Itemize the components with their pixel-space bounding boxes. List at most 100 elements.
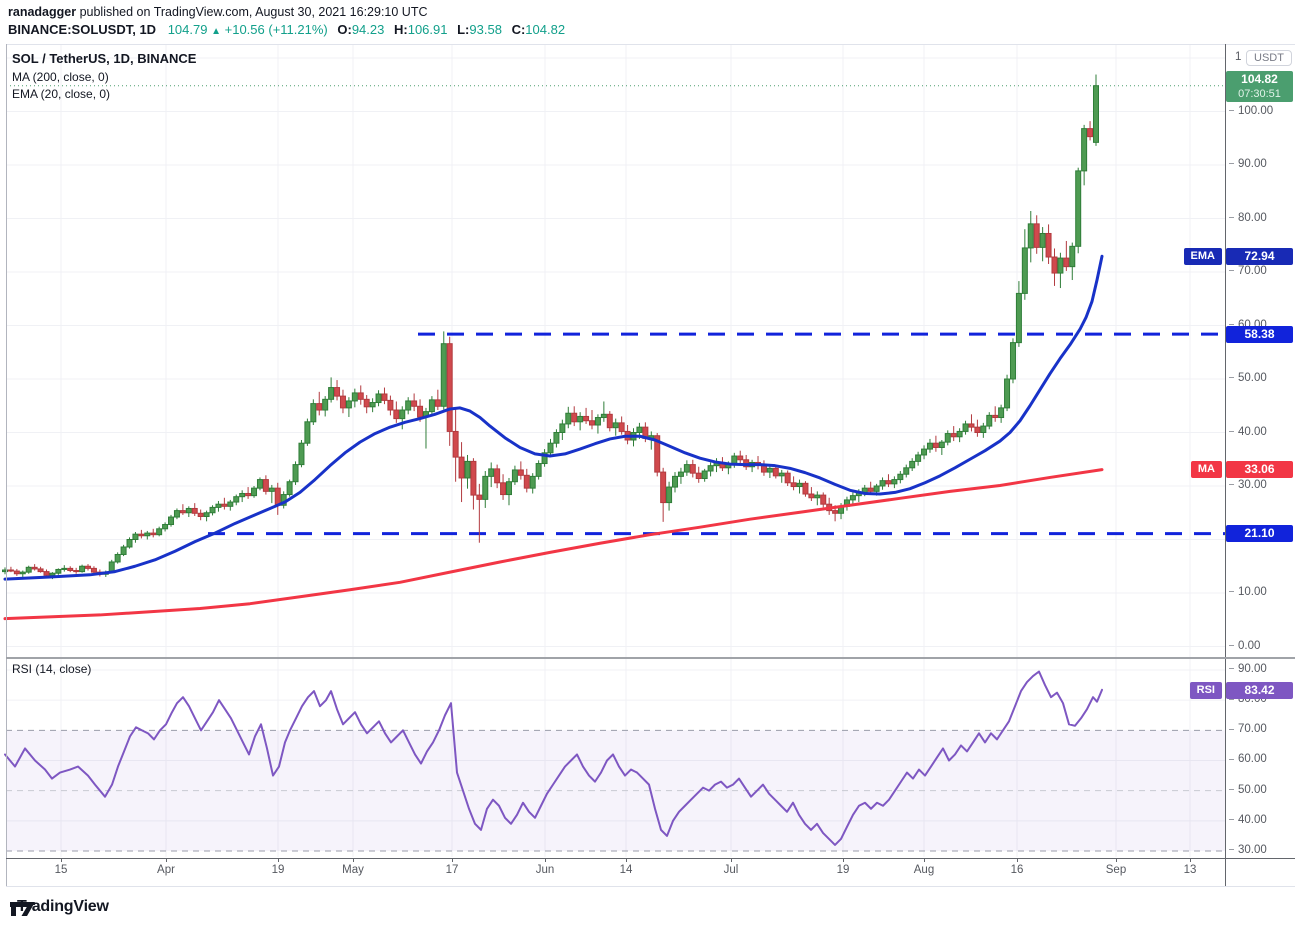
candle-body (1009, 342, 1016, 380)
candle-body (310, 403, 317, 423)
candle-body (369, 402, 376, 408)
candle-body (915, 454, 922, 462)
candle-body (956, 430, 963, 438)
candle-body (434, 399, 441, 407)
publish-info: published on TradingView.com, August 30,… (76, 5, 428, 19)
candle-body (440, 343, 447, 407)
candle-body (897, 473, 904, 481)
rsi-axis-label: 83.42 (1226, 682, 1293, 699)
candle-body (476, 494, 483, 500)
candle-body (322, 398, 329, 411)
time-tick-mark (278, 858, 279, 862)
candle-body (304, 421, 311, 444)
ema20-line (3, 254, 1104, 581)
candle-body (832, 510, 839, 514)
candle-body (345, 400, 352, 409)
price-tick-label: 40.00 (1229, 426, 1267, 438)
candle-body (126, 539, 133, 548)
time-tick-label: Aug (913, 864, 935, 876)
time-tick-mark (452, 858, 453, 862)
open-label: O: (337, 22, 352, 37)
candle-body (7, 569, 14, 572)
pane-divider[interactable] (6, 657, 1295, 659)
candle-body (511, 469, 518, 483)
candle-body (67, 567, 74, 572)
legend-ma[interactable]: MA (200, close, 0) (12, 69, 109, 84)
candle-body (903, 467, 910, 475)
candle-body (90, 567, 97, 573)
candle-body (849, 495, 856, 501)
candle-body (185, 507, 192, 514)
time-tick-label: Jul (723, 864, 739, 876)
time-tick-label: 19 (271, 864, 285, 876)
main-pane-legend: SOL / TetherUS, 1D, BINANCE MA (200, clo… (12, 50, 196, 104)
candle-body (547, 442, 554, 454)
price-tick-label: 10.00 (1229, 586, 1267, 598)
candle-body (1069, 245, 1076, 268)
candle-body (926, 442, 933, 450)
symbol-title[interactable]: BINANCE:SOLUSDT, 1D (8, 22, 157, 37)
candle-body (636, 426, 643, 433)
candle-body (778, 472, 785, 477)
candle-body (405, 400, 412, 411)
candle-body (517, 469, 524, 476)
candle-body (79, 565, 86, 573)
time-tick-label: 13 (1183, 864, 1197, 876)
candle-body (256, 479, 263, 489)
price-tick-label: 80.00 (1229, 212, 1267, 224)
candle-body (594, 417, 601, 426)
time-tick-mark (843, 858, 844, 862)
candle-body (452, 430, 459, 458)
chart-bottom-border (6, 886, 1295, 887)
candle-body (541, 452, 548, 465)
author-name: ranadagger (8, 5, 77, 19)
candle-body (298, 442, 305, 466)
candle-body (173, 510, 180, 518)
candle-body (144, 532, 151, 537)
currency-toggle-button[interactable]: USDT (1246, 50, 1292, 66)
time-axis-border (6, 858, 1295, 859)
candle-body (31, 566, 38, 570)
candle-body (523, 474, 530, 489)
rsi-pane-legend[interactable]: RSI (14, close) (12, 662, 92, 676)
candle-body (737, 455, 744, 461)
tradingview-logo[interactable]: TradingView (10, 898, 109, 916)
ema-axis-label: 72.94 (1226, 248, 1293, 265)
tradingview-logo-text: TradingView (17, 898, 109, 915)
candle-body (707, 465, 714, 472)
candle-body (701, 470, 708, 480)
candle-body (262, 479, 269, 492)
candle-body (600, 413, 607, 419)
rsi-tick-label: 90.00 (1229, 663, 1267, 675)
time-tick-mark (626, 858, 627, 862)
candle-body (85, 565, 92, 569)
rsi-tick-label: 50.00 (1229, 784, 1267, 796)
candle-body (577, 415, 584, 423)
price-change-text: +10.56 (+11.21%) (224, 22, 328, 37)
candle-body (446, 343, 453, 432)
time-tick-mark (545, 858, 546, 862)
candle-body (784, 472, 791, 484)
legend-ema[interactable]: EMA (20, close, 0) (12, 87, 111, 102)
price-tick-label: 30.00 (1229, 479, 1267, 491)
candle-body (428, 399, 435, 413)
low-value: 93.58 (469, 22, 502, 37)
candle-body (245, 492, 252, 497)
time-tick-mark (61, 858, 62, 862)
candle-body (411, 400, 418, 407)
candle-body (357, 392, 364, 400)
candle-body (505, 481, 512, 496)
candle-body (1087, 128, 1094, 138)
candle-body (950, 433, 957, 438)
legend-symbol[interactable]: SOL / TetherUS, 1D, BINANCE (12, 51, 197, 66)
bar-countdown: 07:30:51 (1238, 88, 1281, 100)
close-value: 104.82 (525, 22, 566, 37)
candle-body (251, 487, 258, 497)
candle-body (1039, 232, 1046, 248)
price-tick-label: 90.00 (1229, 158, 1267, 170)
ema-tag: EMA (1183, 248, 1222, 265)
candle-body (820, 494, 827, 505)
